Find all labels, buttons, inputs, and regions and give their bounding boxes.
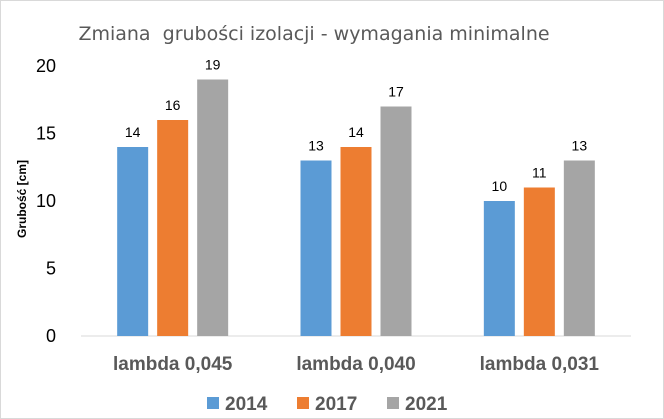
data-label: 19	[205, 57, 221, 73]
category-label: lambda 0,031	[480, 354, 600, 375]
y-tick-label: 0	[46, 326, 56, 346]
y-tick-label: 20	[36, 56, 56, 76]
y-axis-label: Grubość [cm]	[15, 160, 29, 238]
bar-2014-1	[117, 147, 149, 336]
data-label: 16	[165, 97, 181, 113]
bars-group	[117, 79, 595, 336]
category-labels-group: lambda 0,045 lambda 0,040 lambda 0,031	[113, 354, 599, 375]
legend-label: 2014	[225, 394, 268, 415]
bar-2017-1	[157, 120, 189, 336]
category-label: lambda 0,045	[113, 354, 233, 375]
legend-label: 2021	[405, 394, 448, 415]
chart-title: Zmiana grubości izolacji - wymagania min…	[78, 23, 549, 45]
bar-2021-3	[563, 160, 595, 336]
legend-swatch	[387, 397, 399, 409]
bar-2017-3	[523, 187, 555, 336]
data-labels-group: 14 16 19 13 14 17 10 11 13	[125, 57, 587, 195]
y-tick-label: 10	[36, 191, 56, 211]
data-label: 11	[532, 165, 547, 181]
legend-swatch	[297, 397, 309, 409]
data-label: 14	[348, 124, 364, 140]
y-axis-ticks: 0 5 10 15 20	[36, 56, 56, 346]
legend-swatch	[207, 397, 219, 409]
legend: 2014 2017 2021	[207, 394, 448, 415]
bar-2014-2	[300, 160, 332, 336]
bar-2017-2	[340, 147, 372, 336]
y-tick-label: 15	[36, 124, 56, 144]
bar-2014-3	[483, 201, 515, 336]
data-label: 13	[572, 138, 588, 154]
category-label: lambda 0,040	[296, 354, 415, 375]
data-label: 17	[388, 84, 404, 100]
bar-2021-1	[197, 79, 229, 336]
legend-label: 2017	[315, 394, 357, 415]
bar-2021-2	[380, 106, 412, 336]
data-label: 10	[492, 178, 508, 194]
data-label: 14	[125, 124, 141, 140]
data-label: 13	[308, 138, 324, 154]
y-tick-label: 5	[46, 259, 56, 279]
